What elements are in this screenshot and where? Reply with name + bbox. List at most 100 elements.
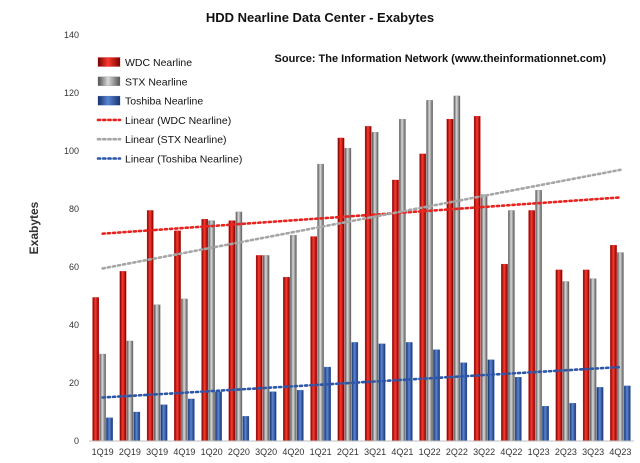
stx-nearline-bar [426, 100, 433, 442]
x-tick-label: 2Q23 [555, 447, 577, 457]
wdc-nearline-bar [446, 118, 454, 442]
wdc-nearline-bar [92, 297, 100, 442]
toshiba-nearline-bar [542, 406, 549, 442]
x-tick-label: 4Q21 [391, 447, 413, 457]
wdc-nearline-bar [364, 126, 372, 442]
x-tick-label: 4Q22 [500, 447, 522, 457]
toshiba-nearline-bar [351, 342, 359, 442]
wdc-nearline-bar [119, 271, 127, 442]
stx-nearline-legend-label: STX Nearline [125, 76, 188, 88]
chart-source-note: Source: The Information Network (www.the… [275, 53, 607, 65]
x-tick-label: 3Q21 [364, 447, 386, 457]
toshiba-nearline-bar [487, 359, 495, 442]
linear-stx-nearline-legend-label: Linear (STX Nearline) [125, 134, 227, 146]
x-tick-label: 1Q19 [92, 447, 114, 457]
toshiba-nearline-bar [215, 391, 222, 442]
wdc-nearline-bar [555, 269, 563, 442]
wdc-nearline-legend-label: WDC Nearline [125, 57, 192, 69]
toshiba-nearline-bar [187, 398, 195, 442]
wdc-nearline-bar [201, 218, 209, 442]
stx-nearline-bar [399, 118, 406, 442]
stx-nearline-bar [371, 131, 379, 442]
x-tick-label: 3Q19 [146, 447, 168, 457]
y-tick-label: 0 [74, 436, 79, 446]
y-tick-label: 20 [69, 378, 79, 388]
stx-nearline-bar [589, 278, 597, 442]
wdc-nearline-bar [174, 230, 181, 442]
wdc-nearline-bar [582, 269, 590, 442]
x-tick-label: 3Q22 [473, 447, 495, 457]
linear-stx-nearline-trendline [101, 168, 622, 270]
wdc-nearline-bar [473, 116, 481, 442]
stx-nearline-bar [181, 298, 188, 442]
y-tick-label: 80 [69, 204, 79, 214]
toshiba-nearline-bar [296, 390, 304, 442]
stx-nearline-bar [208, 220, 215, 442]
toshiba-nearline-bar [569, 403, 577, 442]
bar-series-group [92, 95, 631, 442]
stx-nearline-bar [453, 95, 461, 442]
x-tick-label: 4Q19 [173, 447, 195, 457]
stx-nearline-bar [235, 211, 243, 442]
stx-nearline-bar [126, 340, 134, 442]
stx-nearline-bar [617, 252, 624, 442]
x-tick-label: 1Q21 [310, 447, 332, 457]
chart-title: HDD Nearline Data Center - Exabytes [206, 10, 434, 25]
wdc-nearline-bar [310, 236, 318, 442]
toshiba-nearline-bar [106, 417, 113, 442]
toshiba-nearline-legend-swatch [97, 95, 121, 106]
y-tick-label: 100 [64, 146, 79, 156]
wdc-nearline-bar [392, 179, 399, 442]
x-tick-label: 4Q20 [282, 447, 304, 457]
toshiba-nearline-bar [160, 404, 168, 442]
wdc-nearline-bar [283, 276, 290, 442]
toshiba-nearline-bar [596, 387, 604, 442]
linear-wdc-nearline-legend-label: Linear (WDC Nearline) [125, 115, 231, 127]
toshiba-nearline-bar [623, 385, 631, 442]
y-tick-label: 60 [69, 262, 79, 272]
wdc-nearline-bar [146, 210, 154, 442]
y-axis-ticks: 0 20 40 60 80 100 120 140 [64, 30, 79, 446]
toshiba-nearline-bar [378, 343, 386, 442]
x-tick-label: 2Q19 [119, 447, 141, 457]
x-tick-label: 3Q23 [582, 447, 604, 457]
y-tick-label: 140 [64, 30, 79, 40]
x-axis-ticks: 1Q19 2Q19 3Q19 4Q19 1Q20 2Q20 3Q20 4Q20 1Q21 2Q21… [92, 447, 632, 457]
x-tick-label: 1Q23 [528, 447, 550, 457]
stx-nearline-bar [262, 255, 270, 442]
linear-wdc-nearline-trendline [101, 196, 622, 235]
toshiba-nearline-legend-label: Toshiba Nearline [125, 96, 203, 108]
trendline-group [101, 168, 622, 399]
toshiba-nearline-bar [514, 377, 522, 442]
linear-toshiba-nearline-trendline [101, 365, 622, 399]
stx-nearline-bar [290, 234, 297, 442]
stx-nearline-bar [480, 194, 488, 442]
stx-nearline-legend-swatch [97, 76, 121, 86]
wdc-nearline-bar [501, 263, 508, 442]
stx-nearline-bar [153, 304, 161, 442]
y-axis-label: Exabytes [27, 201, 41, 254]
y-tick-label: 40 [69, 320, 79, 330]
y-tick-label: 120 [64, 88, 79, 98]
stx-nearline-bar [508, 210, 515, 442]
wdc-nearline-legend-swatch [97, 57, 121, 67]
toshiba-nearline-bar [324, 366, 331, 442]
toshiba-nearline-bar [405, 342, 413, 442]
x-tick-label: 2Q22 [446, 447, 468, 457]
chart-legend: WDC Nearline STX Nearline Toshiba Nearline… [96, 57, 242, 166]
wdc-nearline-bar [419, 153, 427, 442]
x-tick-label: 3Q20 [255, 447, 277, 457]
wdc-nearline-bar [337, 137, 345, 442]
x-tick-label: 1Q22 [419, 447, 441, 457]
wdc-nearline-bar [228, 220, 236, 442]
stx-nearline-bar [562, 281, 570, 442]
toshiba-nearline-bar [242, 416, 250, 442]
stx-nearline-bar [535, 189, 542, 442]
stx-nearline-bar [317, 163, 324, 442]
wdc-nearline-bar [528, 210, 536, 442]
x-tick-label: 2Q21 [337, 447, 359, 457]
toshiba-nearline-bar [133, 411, 141, 442]
x-tick-label: 1Q20 [201, 447, 223, 457]
